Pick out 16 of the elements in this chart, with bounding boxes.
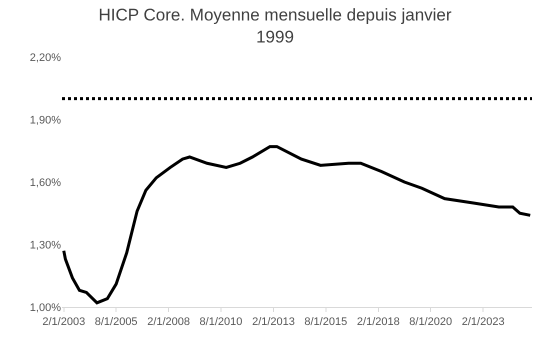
- x-tick-label: 2/1/2023: [462, 316, 505, 328]
- x-tick-label: 2/1/2013: [252, 316, 295, 328]
- y-tick-label: 1,60%: [30, 176, 62, 189]
- y-tick-label: 1,00%: [30, 302, 62, 314]
- x-tick-label: 8/1/2020: [409, 316, 452, 328]
- chart-title: HICP Core. Moyenne mensuelle depuis janvier 1999: [98, 5, 452, 46]
- x-tick-label: 8/1/2005: [94, 316, 138, 328]
- y-tick-label: 1,90%: [30, 114, 62, 126]
- y-tick-label: 1,30%: [30, 239, 62, 252]
- x-tick-label: 2/1/2008: [147, 316, 190, 328]
- x-tick-label: 2/1/2003: [42, 316, 86, 328]
- x-tick-label: 2/1/2018: [356, 316, 400, 328]
- y-tick-label: 2,20%: [30, 52, 62, 64]
- line-series: [62, 145, 532, 304]
- x-tick-label: 8/1/2015: [304, 316, 348, 328]
- x-tick-label: 8/1/2010: [200, 316, 242, 328]
